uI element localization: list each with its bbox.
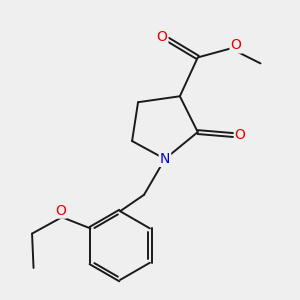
- Text: N: N: [160, 152, 170, 166]
- Text: O: O: [231, 38, 242, 52]
- Text: O: O: [157, 29, 167, 44]
- Text: O: O: [55, 204, 66, 218]
- Text: O: O: [235, 128, 246, 142]
